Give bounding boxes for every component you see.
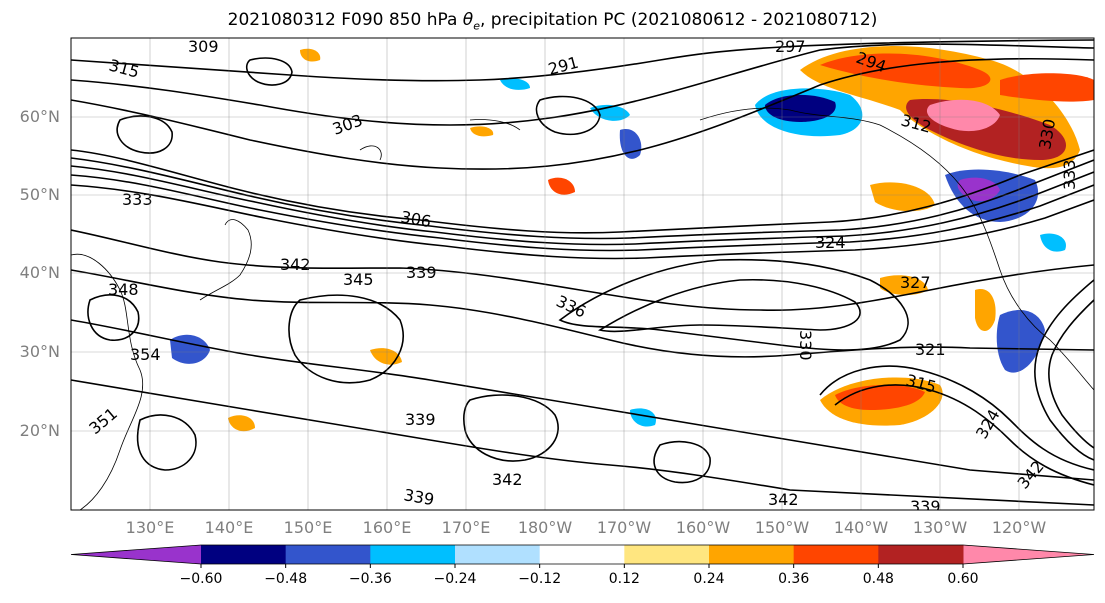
lon-label: 170°E	[441, 518, 491, 537]
lon-label: 120°W	[991, 518, 1047, 537]
contour-label: 291	[546, 53, 580, 79]
colorbar-tick-label: 0.24	[693, 571, 725, 587]
contour-label: 336	[553, 291, 589, 321]
colorbar-segment	[793, 545, 879, 564]
contour-label: 297	[775, 37, 806, 56]
lon-label: 130°E	[125, 518, 175, 537]
colorbar-segment	[624, 545, 710, 564]
precip-positive-area	[975, 289, 996, 332]
precip-positive-area	[228, 415, 255, 432]
precip-positive-area	[1000, 73, 1094, 102]
contour-label: 339	[910, 497, 941, 516]
precip-negative-area	[996, 310, 1045, 373]
contour-label: 303	[330, 110, 365, 138]
contour-label: 342	[492, 470, 523, 489]
colorbar-segment	[201, 545, 287, 564]
colorbar-segment	[285, 545, 371, 564]
colorbar-extend-max	[963, 545, 1094, 564]
precip-positive-area	[300, 48, 321, 62]
theta-symbol: θ	[462, 10, 474, 30]
colorbar-tick-label: −0.48	[264, 571, 308, 587]
contour-label: 339	[405, 410, 436, 429]
contour-label: 348	[108, 280, 139, 299]
contour-label: 321	[915, 340, 946, 359]
colorbar-tick-label: 0.36	[778, 571, 810, 587]
lon-label: 170°W	[596, 518, 652, 537]
contour-label: 345	[343, 270, 374, 289]
contour-label: 351	[85, 404, 121, 438]
lat-label: 20°N	[19, 421, 60, 440]
lat-label: 30°N	[19, 342, 60, 361]
contour-label: 342	[280, 255, 311, 274]
contour-label: 354	[130, 345, 161, 364]
precip-negative-area	[630, 408, 656, 427]
contour-label: 315	[107, 56, 141, 82]
lon-label: 140°W	[833, 518, 889, 537]
colorbar-tick-label: 0.48	[862, 571, 894, 587]
lat-label: 50°N	[19, 185, 60, 204]
lat-label: 40°N	[19, 263, 60, 282]
contour-label: 339	[402, 485, 435, 509]
colorbar-tick-label: 0.60	[947, 571, 979, 587]
colorbar-tick-label: −0.60	[179, 571, 223, 587]
precip-positive-area	[880, 275, 928, 296]
contour-label: 333	[122, 190, 153, 209]
contour-label: 324	[815, 233, 846, 252]
theta-subscript: e	[473, 19, 480, 33]
contour-label: 330	[796, 330, 815, 361]
lon-label: 150°E	[283, 518, 333, 537]
colorbar-segment	[709, 545, 795, 564]
lon-label: 160°E	[362, 518, 412, 537]
contour-label: 327	[900, 273, 931, 292]
lon-label: 160°W	[675, 518, 731, 537]
precip-negative-area	[170, 334, 210, 364]
precip-positive-area	[870, 182, 935, 212]
colorbar-tick-label: −0.24	[433, 571, 477, 587]
precip-positive-area	[926, 99, 1000, 132]
contour-label: 333	[1060, 159, 1079, 190]
colorbar-extend-min	[71, 545, 202, 564]
lon-label: 150°W	[754, 518, 810, 537]
contour-label: 339	[406, 263, 437, 282]
colorbar-tick-label: −0.12	[518, 571, 562, 587]
contour-label: 342	[1014, 457, 1048, 493]
contour-label: 306	[399, 207, 432, 231]
colorbar-segment	[370, 545, 456, 564]
lon-label: 180°W	[517, 518, 573, 537]
colorbar-tick-label: −0.36	[348, 571, 392, 587]
figure-title: 2021080312 F090 850 hPa θe, precipitatio…	[227, 10, 878, 33]
contour-label: 309	[188, 37, 219, 56]
gridlines	[71, 38, 1094, 510]
colorbar-segment	[878, 545, 964, 564]
precip-negative-area	[1040, 233, 1066, 252]
colorbar-tick-label: 0.12	[608, 571, 640, 587]
contour-label: 342	[768, 490, 799, 509]
precip-positive-area	[548, 177, 575, 195]
colorbar	[70, 544, 1095, 568]
lon-label: 130°W	[912, 518, 968, 537]
lat-label: 60°N	[19, 107, 60, 126]
map-frame	[70, 37, 1095, 511]
colorbar-segment	[455, 545, 541, 564]
coastlines	[71, 107, 1094, 510]
precip-negative-area	[500, 78, 530, 90]
lon-label: 140°E	[204, 518, 254, 537]
theta-e-contours	[71, 39, 1094, 506]
precip-positive-area	[470, 126, 494, 137]
colorbar-segment	[539, 545, 625, 564]
